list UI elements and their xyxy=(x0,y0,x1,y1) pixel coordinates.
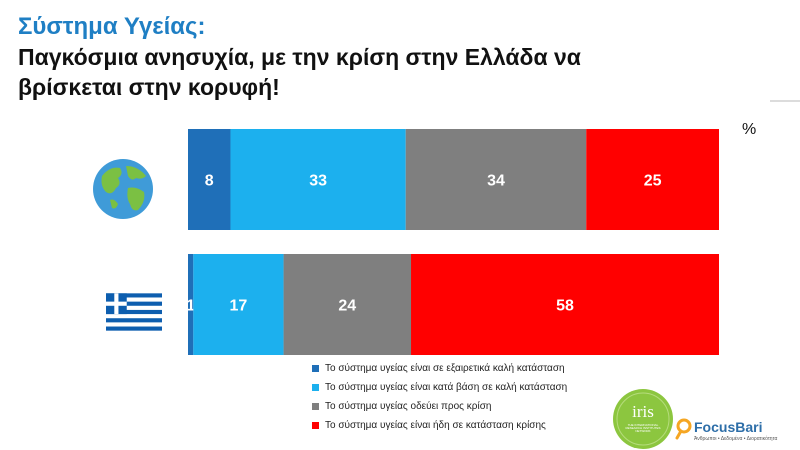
focusbari-tagline: Άνθρωποι • Δεδομένα • Διορατικότητα xyxy=(694,436,778,442)
iris-logo-subtext: THE INTERNATIONAL RESEARCH INSTITUTES NE… xyxy=(625,423,661,433)
bar-segment xyxy=(188,129,231,230)
focusbari-logo: FocusBari xyxy=(694,419,763,435)
bar-segment xyxy=(586,129,719,230)
title-block: Σύστημα Υγείας: Παγκόσμια ανησυχία, με τ… xyxy=(18,12,581,102)
legend-item: Το σύστημα υγείας είναι κατά βάση σε καλ… xyxy=(312,378,567,397)
bar-segment xyxy=(405,129,587,230)
bar-segment xyxy=(283,254,412,355)
data-label: 17 xyxy=(230,298,248,315)
greek-flag-icon xyxy=(106,293,162,331)
legend-label: Το σύστημα υγείας οδεύει προς κρίση xyxy=(325,401,492,412)
legend-item: Το σύστημα υγείας είναι σε εξαιρετικά κα… xyxy=(312,359,567,378)
bar-segment xyxy=(411,254,719,355)
legend-swatch xyxy=(312,422,319,429)
data-label: 58 xyxy=(556,298,574,315)
data-label: 24 xyxy=(338,298,356,315)
iris-logo-text: iris xyxy=(632,402,654,421)
legend-swatch xyxy=(312,365,319,372)
page-subtitle-line2: βρίσκεται στην κορυφή! xyxy=(18,74,280,100)
bar-segment xyxy=(188,254,194,355)
data-label: 1 xyxy=(186,298,195,315)
bar-segment xyxy=(230,129,406,230)
legend-item: Το σύστημα υγείας οδεύει προς κρίση xyxy=(312,397,567,416)
data-label: 8 xyxy=(205,173,214,190)
iris-logo xyxy=(613,389,673,449)
legend-item: Το σύστημα υγείας είναι ήδη σε κατάσταση… xyxy=(312,416,567,435)
legend-label: Το σύστημα υγείας είναι ήδη σε κατάσταση… xyxy=(325,420,546,431)
magnifier-icon xyxy=(675,418,692,440)
data-label: 33 xyxy=(309,173,327,190)
legend-label: Το σύστημα υγείας είναι κατά βάση σε καλ… xyxy=(325,382,568,393)
page-subtitle-line1: Παγκόσμια ανησυχία, με την κρίση στην Ελ… xyxy=(18,44,581,70)
page-title: Σύστημα Υγείας: xyxy=(18,13,206,40)
data-label: 34 xyxy=(487,173,505,190)
legend: Το σύστημα υγείας είναι σε εξαιρετικά κα… xyxy=(312,359,567,435)
globe-icon xyxy=(93,159,153,219)
decorative-divider xyxy=(770,100,800,102)
data-label: 25 xyxy=(644,173,662,190)
legend-swatch xyxy=(312,403,319,410)
legend-label: Το σύστημα υγείας είναι σε εξαιρετικά κα… xyxy=(325,363,565,374)
legend-swatch xyxy=(312,384,319,391)
bar-segment xyxy=(193,254,284,355)
percent-unit-label: % xyxy=(742,121,757,138)
